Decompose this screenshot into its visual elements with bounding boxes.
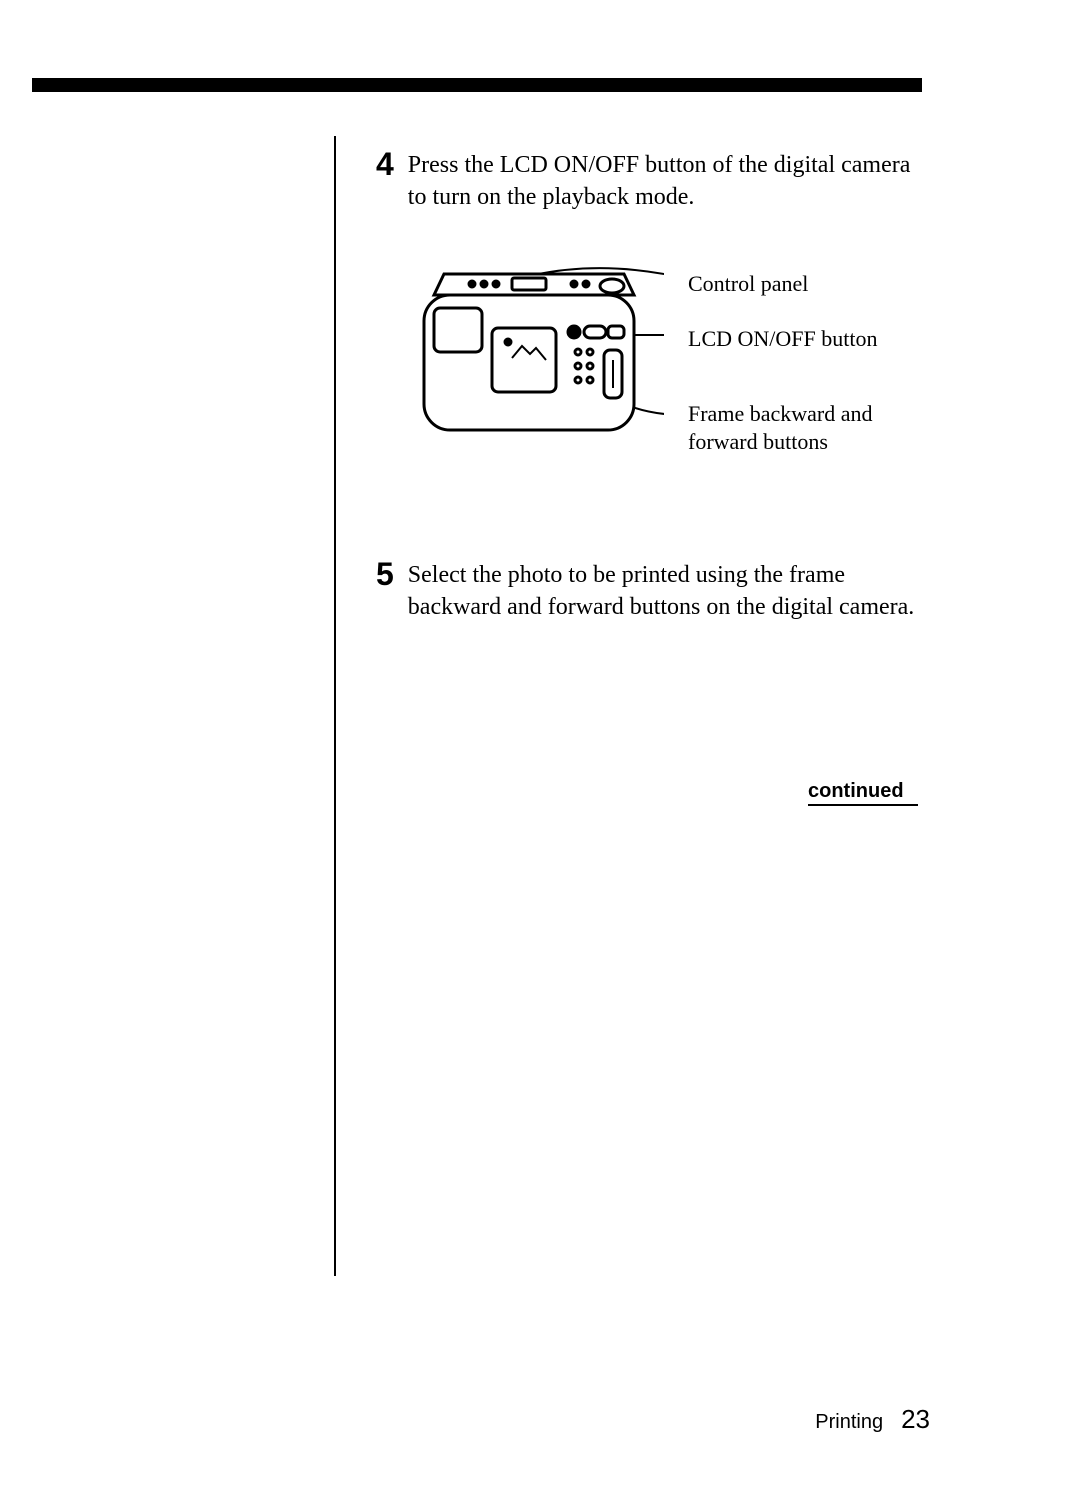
step-5: 5 Select the photo to be printed using t… <box>376 560 928 623</box>
header-bar <box>32 78 922 92</box>
footer-page-number: 23 <box>901 1404 930 1435</box>
camera-figure: Control panel LCD ON/OFF button Frame ba… <box>404 240 914 500</box>
step-text: Press the LCD ON/OFF button of the digit… <box>408 150 928 213</box>
label-control-panel: Control panel <box>688 270 808 298</box>
continued-underline <box>808 804 918 806</box>
continued-text: continued <box>808 780 918 803</box>
continued-marker: continued <box>808 780 918 806</box>
label-lcd-button: LCD ON/OFF button <box>688 325 877 353</box>
vertical-divider <box>334 136 336 1276</box>
step-4: 4 Press the LCD ON/OFF button of the dig… <box>376 150 928 213</box>
label-frame-buttons: Frame backward and forward buttons <box>688 400 898 455</box>
step-number: 5 <box>376 558 394 590</box>
page-footer: Printing 23 <box>815 1404 930 1435</box>
step-text: Select the photo to be printed using the… <box>408 560 928 623</box>
camera-icon <box>404 240 664 460</box>
footer-section: Printing <box>815 1411 883 1434</box>
step-number: 4 <box>376 148 394 180</box>
